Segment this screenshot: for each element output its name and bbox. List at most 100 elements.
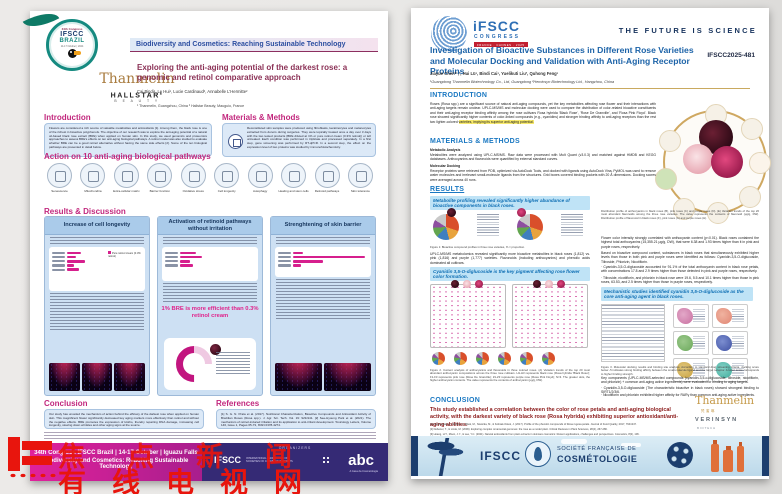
verinsyn-logo: VERINSYN [695, 417, 738, 423]
abc-tagline: A Casa da Cosmetologia [349, 470, 378, 473]
pie-chart-pink-rose [517, 214, 543, 240]
pathway-label: Barrier function [149, 189, 170, 193]
pathway-senescence: Senescence [44, 163, 75, 193]
pink-rose-image [683, 144, 713, 174]
pathway-icon-row: Senescence Mitochondria Extra-cellular m… [44, 163, 376, 193]
panel-paragraph-lines [276, 279, 370, 321]
pathway-label: Autophagy [252, 189, 268, 193]
figure2-caption: Figure 2. Content analysis of anthocyani… [430, 368, 590, 383]
introduction-highlight: varieties, implying its superior anti-ag… [458, 119, 534, 124]
thanmelin-logo: Thanmelin [99, 71, 175, 87]
results-right-caption: Distribution profile of anthocyanins in … [601, 209, 759, 220]
hourglass-icon [47, 163, 72, 188]
results-para2: Flower color intensity strongly correlat… [601, 236, 759, 249]
conclusion-body: This study established a correlation bet… [430, 407, 679, 428]
footer-line2: Biodiversity and Cosmetics: Reaching Sus… [43, 458, 189, 470]
results-para4: Key components (UPLC-MS/MS-selected comp… [601, 376, 759, 385]
introduction-body: Flowers are considered a rich source of … [44, 123, 212, 157]
poster-title: Investigation of Bioactive Substances in… [430, 45, 694, 77]
panel-paragraph-lines [163, 283, 257, 303]
verinsyn-biotech-label: BIOTECH [697, 426, 716, 430]
purple-rose-icon [475, 280, 483, 288]
chart-legend: Pure retinol cream (0.3% retinol) [108, 251, 142, 258]
watermark-logo-icon [22, 456, 52, 465]
poster-affiliations: ¹ Thanmelin, Guangzhou, China ² Hallstar… [137, 104, 245, 108]
hallstar-beauty-label: B E A U T Y [114, 99, 160, 103]
abstract-satellite-table [673, 198, 695, 220]
abc-dots-icon [322, 456, 330, 464]
results-bullet1: · Cyanidin-3,5-O-diglucoside accounted f… [601, 265, 759, 274]
organizers-label: ORGANIZERS [278, 446, 312, 450]
panel-title: Increase of cell longevity [45, 217, 149, 235]
hallstar-logo: HALLSTAR⁎ [92, 90, 182, 99]
docking-score-table [601, 304, 665, 362]
hallstar-wordmark: HALLSTAR [110, 92, 160, 100]
watermark-text-line1: 焦点新闻 [58, 442, 334, 472]
immunofluorescence-images [275, 363, 371, 391]
methods-sub2: Molecular Docking [430, 164, 461, 168]
panel-note-lines [50, 237, 144, 244]
methods-heading: MATERIALS & METHODS [430, 138, 520, 145]
references-body: [1] S. G. N. Prata et al. (2017). Nutrit… [216, 409, 376, 429]
toucan-icon [68, 49, 81, 58]
cosmetic-bottle-icon [711, 440, 719, 472]
poster-id: IFSCC2025-481 [707, 52, 755, 59]
gene-bar-chart [162, 247, 258, 281]
pie-legend-lines [561, 214, 583, 236]
poster-authors: Cai Bindi¹, Le Hui¹, Lucie Cardinaud², A… [137, 89, 248, 94]
introduction-text: Roses (Rosa spp.) are a significant sour… [430, 102, 656, 124]
figure2-dotplot-A [430, 284, 506, 348]
black-rose-icon [210, 344, 221, 355]
poster-right-ifscc-2025: iFSCC CONGRESS FRANCE · CANNES · 2025 TH… [411, 8, 771, 479]
pathway-mitochondria: Mitochondria [77, 163, 108, 193]
poster-left-ifscc-brazil: 34th Congress IFSCC BRAZIL 14-17 October… [22, 5, 388, 481]
mini-pie-chart [520, 352, 533, 365]
references-heading: References [216, 399, 260, 408]
cosmetic-bottle-icon [723, 446, 733, 472]
future-is-science-tagline: THE FUTURE IS SCIENCE [618, 26, 757, 35]
pathway-tolerance: Skin tolerance [345, 163, 376, 193]
sfc-flame-icon [525, 441, 551, 467]
results-para1: UPLC-MS/MS metabolomics revealed signifi… [430, 252, 590, 265]
pathway-healing: Healing and stem cells [278, 163, 309, 193]
results-heading: RESULTS [430, 186, 465, 193]
introduction-body: Roses (Rosa spp.) are a significant sour… [430, 102, 656, 124]
skin-model-icon [228, 134, 243, 149]
ifscc-congress-logo: iFSCC [473, 18, 520, 34]
congress-label: CONGRESS [474, 34, 521, 40]
results-subheading-3: Mechanistic studies identified cyanidin … [601, 287, 753, 302]
bre-vs-retinol-claim: 1% BRE is more efficient than 0.3% retin… [161, 306, 259, 319]
pathway-retinoid: Retinoid pathways [312, 163, 343, 193]
reference-2: [2] Debener, T., & Linde, M. (2009). Exp… [430, 428, 608, 431]
microscopy-image [275, 363, 322, 391]
results-panels: Increase of cell longevity Pure retinol … [44, 216, 376, 396]
brick-wall-icon [147, 163, 173, 188]
ifscc-brazil-badge: 34th Congress IFSCC BRAZIL 14-17 October… [46, 19, 98, 71]
mini-pie-chart [454, 352, 467, 365]
pathway-label: Skin tolerance [350, 189, 370, 193]
matrix-net-icon [113, 163, 139, 188]
pathway-label: Cell longevity [217, 189, 236, 193]
results-subheading-1: Metabolite profiling revealed significan… [430, 196, 590, 211]
results-bullet3: · Cyanidin-3,5-O-diglucoside (The charac… [601, 386, 759, 395]
molecule-chain-icon [314, 163, 340, 188]
sfc-label-line2: COSMÉTOLOGIE [557, 454, 638, 464]
figure1-pie-charts [433, 214, 583, 240]
docking-image [673, 358, 709, 382]
docking-image [712, 358, 748, 382]
legend-text: Pure retinol cream (0.3% retinol) [108, 252, 141, 259]
dna-helix-icon [214, 163, 240, 188]
badge-ifscc-label: IFSCC [60, 31, 84, 38]
poster-title: Exploring the anti-aging potential of th… [137, 63, 348, 82]
microscopy-image [114, 363, 146, 391]
cosmetic-bottle-icon [737, 442, 744, 472]
figure2-dotplot-E [512, 284, 588, 348]
hallstar-mark-icon: ⁎ [159, 90, 164, 95]
abstract-satellite-heatmap [655, 168, 677, 190]
purple-rose-image [711, 146, 743, 178]
watermark-text-line2: 有线电视网 [58, 467, 329, 494]
thanmelin-chinese-label: 梵蜜琳 [701, 409, 716, 413]
pathway-label: Extra-cellular matrix [113, 189, 140, 193]
pink-rose-icon [545, 280, 553, 288]
poster-footer: 34th Congress IFSCC Brazil | 14-17 Octob… [30, 443, 388, 481]
